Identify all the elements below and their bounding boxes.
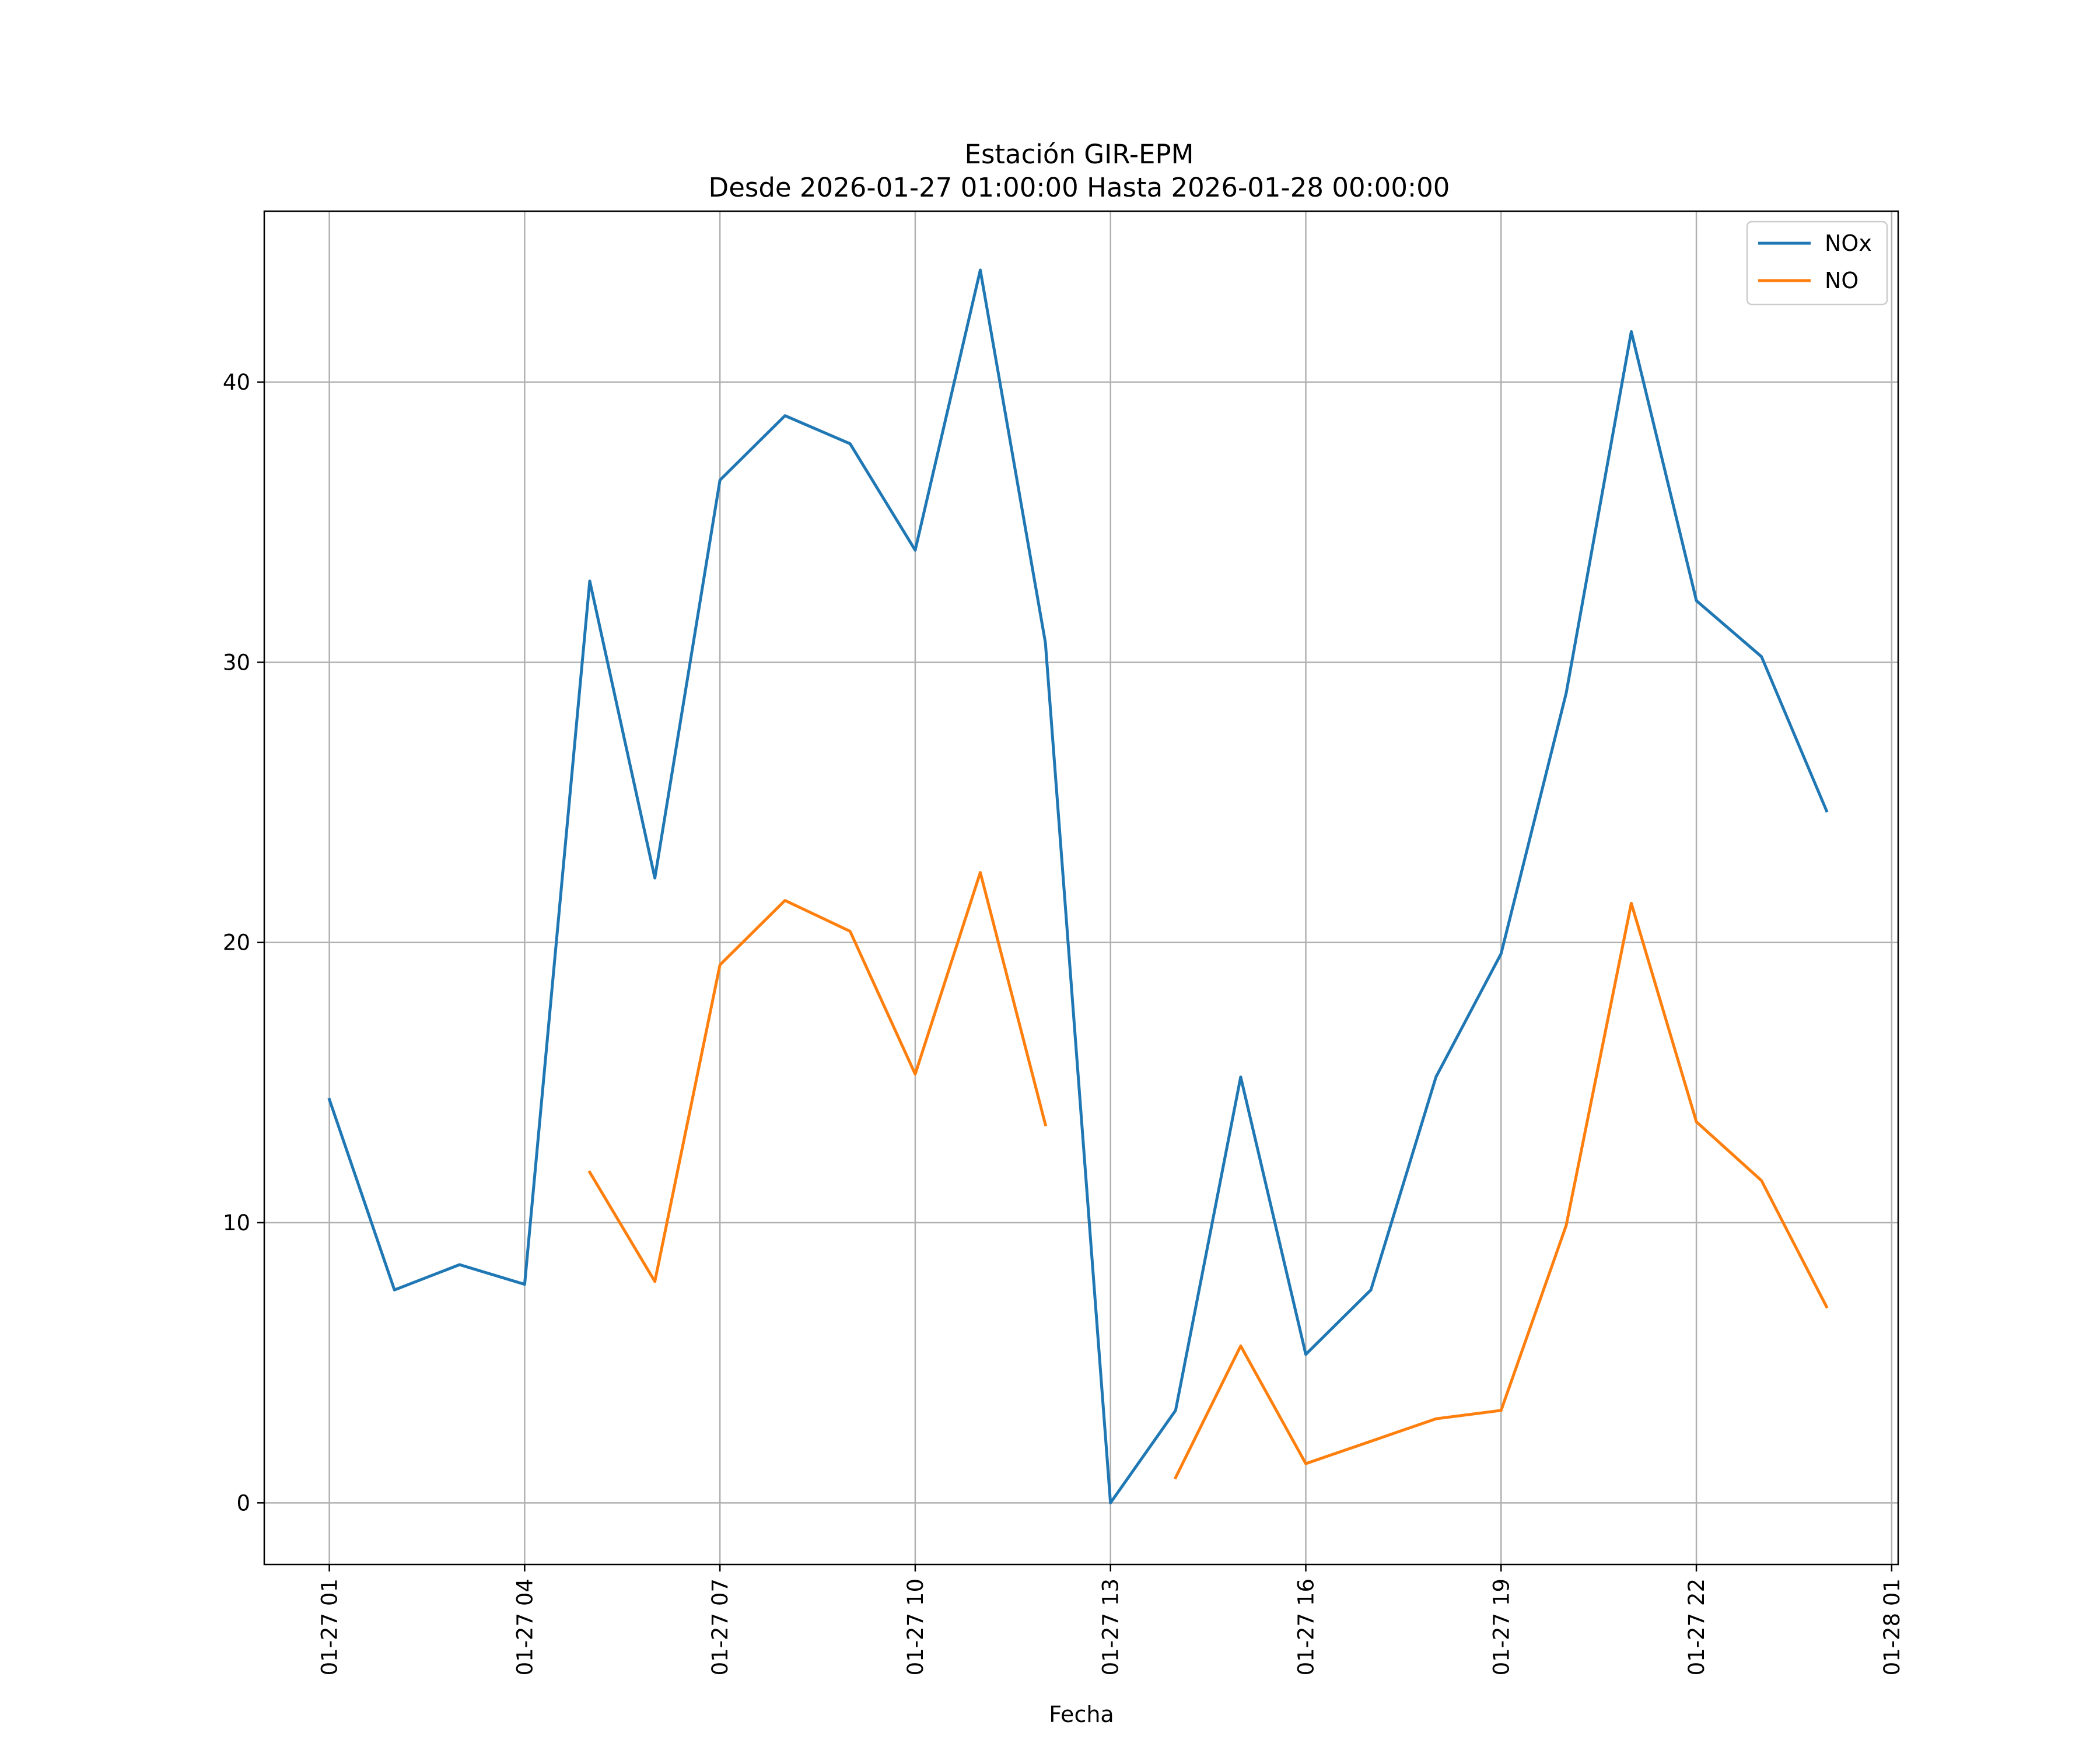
legend-label: NO: [1825, 268, 1859, 293]
chart-title: Estación GIR-EPM: [965, 139, 1194, 170]
x-tick-label: 01-27 13: [1098, 1578, 1124, 1675]
x-tick-label: 01-27 01: [317, 1578, 342, 1675]
y-tick-label: 30: [223, 650, 250, 675]
x-tick-label: 01-27 16: [1293, 1578, 1318, 1675]
x-axis: 01-27 01 01-27 04 01-27 07 01-27 10 01-27 13…: [317, 1564, 1905, 1675]
legend: NOx NO: [1746, 220, 1888, 306]
series-no: [587, 871, 1829, 1480]
x-tick-label: 01-27 22: [1684, 1578, 1709, 1675]
series-layer: [327, 268, 1829, 1504]
x-tick-label: 01-27 10: [903, 1578, 928, 1675]
x-tick-label: 01-27 04: [512, 1578, 537, 1675]
y-axis: 0 10 20 30 40: [223, 370, 264, 1516]
y-tick-label: 40: [223, 370, 250, 395]
chart-subtitle: Desde 2026-01-27 01:00:00 Hasta 2026-01-…: [709, 172, 1450, 203]
grid: [264, 211, 1898, 1564]
x-tick-label: 01-27 19: [1489, 1578, 1514, 1675]
x-tick-label: 01-27 07: [708, 1578, 733, 1675]
legend-label: NOx: [1825, 230, 1872, 256]
y-tick-label: 0: [236, 1490, 250, 1516]
plot-area-frame: [263, 210, 1899, 1566]
series-line: [1173, 901, 1829, 1480]
legend-entry-nox: NOx: [1758, 230, 1872, 256]
legend-entry-no: NO: [1758, 268, 1859, 293]
series-line: [587, 871, 1048, 1283]
series-line: [327, 268, 1829, 1504]
x-tick-label: 01-28 01: [1880, 1578, 1905, 1675]
y-tick-label: 20: [223, 930, 250, 956]
series-nox: [327, 268, 1829, 1504]
y-tick-label: 10: [223, 1210, 250, 1236]
x-axis-label: Fecha: [1049, 1702, 1114, 1727]
